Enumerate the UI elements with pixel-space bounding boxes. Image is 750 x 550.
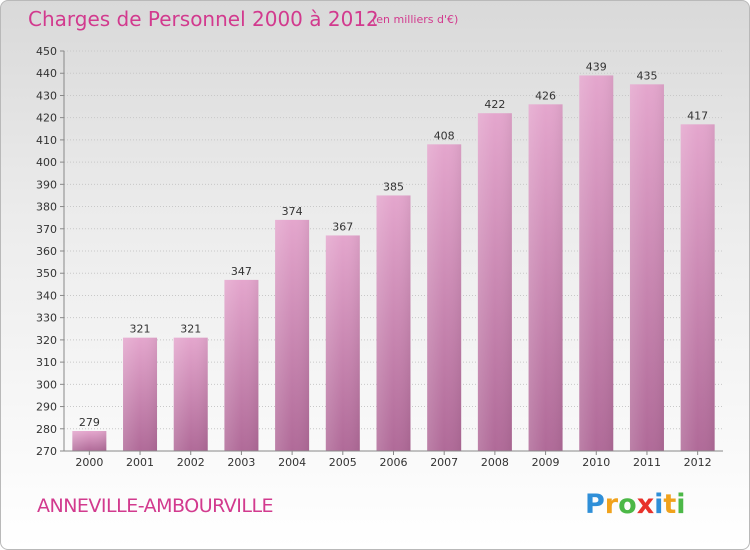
bar-shine: [123, 337, 158, 451]
x-tick-label: 2002: [177, 456, 205, 469]
y-tick-label: 420: [36, 112, 57, 125]
y-tick-label: 330: [36, 312, 57, 325]
data-label: 422: [484, 98, 505, 111]
proxiti-logo: Proxiti: [585, 489, 686, 520]
y-tick-label: 290: [36, 401, 57, 414]
x-tick-label: 2008: [481, 456, 509, 469]
data-label: 374: [282, 205, 303, 218]
logo-letter: t: [663, 489, 677, 520]
bars: 279 321 321 347 374 367 385 408 422 426 439 435 417: [72, 60, 715, 452]
bar-shine: [72, 431, 107, 451]
bar-shine: [579, 75, 614, 451]
x-tick-label: 2007: [430, 456, 458, 469]
data-label: 321: [180, 323, 201, 336]
bar-shine: [275, 219, 310, 451]
y-tick-label: 400: [36, 156, 57, 169]
bar-shine: [680, 124, 715, 451]
x-tick-label: 2010: [582, 456, 610, 469]
logo-letter: x: [636, 489, 655, 520]
y-tick-label: 360: [36, 245, 57, 258]
data-label: 408: [434, 129, 455, 142]
x-tick-label: 2000: [75, 456, 103, 469]
x-tick-label: 2004: [278, 456, 306, 469]
y-tick-label: 310: [36, 356, 57, 369]
logo-letter: r: [604, 489, 619, 520]
commune-name: ANNEVILLE-AMBOURVILLE: [37, 495, 274, 517]
y-tick-label: 280: [36, 423, 57, 436]
chart-title: Charges de Personnel 2000 à 2012: [28, 7, 379, 31]
y-tick-label: 350: [36, 267, 57, 280]
data-label: 426: [535, 89, 556, 102]
data-label: 439: [586, 60, 607, 73]
y-tick-label: 380: [36, 201, 57, 214]
x-tick-label: 2006: [380, 456, 408, 469]
axes: 270 280 290 300 310 320 330 340 350 360 370 380 390 4…: [36, 45, 723, 469]
logo-letter: i: [654, 489, 664, 520]
data-label: 435: [636, 69, 657, 82]
y-tick-label: 430: [36, 89, 57, 102]
data-label: 417: [687, 109, 708, 122]
x-tick-label: 2011: [633, 456, 661, 469]
y-tick-label: 440: [36, 67, 57, 80]
data-label: 385: [383, 180, 404, 193]
x-tick-label: 2001: [126, 456, 154, 469]
logo-letter: i: [676, 489, 686, 520]
logo-letter: P: [585, 489, 605, 520]
bar-shine: [376, 195, 411, 451]
bar-shine: [173, 337, 208, 451]
chart-subtitle: (en milliers d'€): [372, 13, 459, 26]
y-tick-label: 370: [36, 223, 57, 236]
bar-shine: [528, 104, 563, 451]
y-tick-label: 300: [36, 378, 57, 391]
x-tick-label: 2003: [227, 456, 255, 469]
x-tick-label: 2012: [684, 456, 712, 469]
bar-shine: [224, 279, 259, 451]
bar-shine: [427, 144, 462, 452]
y-tick-label: 390: [36, 178, 57, 191]
y-tick-label: 410: [36, 134, 57, 147]
logo-letter: o: [618, 489, 637, 520]
y-tick-label: 340: [36, 289, 57, 302]
y-tick-label: 320: [36, 334, 57, 347]
bar-shine: [477, 113, 512, 451]
x-tick-label: 2009: [532, 456, 560, 469]
bar-shine: [325, 235, 360, 451]
y-tick-label: 270: [36, 445, 57, 458]
data-label: 321: [130, 323, 151, 336]
data-label: 347: [231, 265, 252, 278]
data-label: 367: [332, 220, 353, 233]
bar-shine: [629, 84, 664, 451]
x-tick-label: 2005: [329, 456, 357, 469]
y-tick-label: 450: [36, 45, 57, 58]
data-label: 279: [79, 416, 100, 429]
